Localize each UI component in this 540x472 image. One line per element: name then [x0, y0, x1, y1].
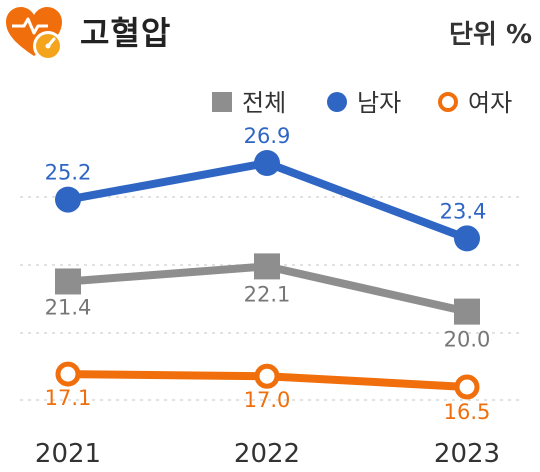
- data-point-total: [55, 268, 81, 295]
- legend-square-marker: [212, 92, 232, 112]
- data-point-total: [454, 298, 480, 325]
- legend-circle-marker: [327, 92, 347, 112]
- data-point-female: [254, 363, 280, 389]
- data-point-male: [454, 225, 480, 252]
- data-point-male: [254, 150, 280, 176]
- data-label-total: 21.4: [45, 295, 92, 319]
- unit-label: 단위 %: [449, 20, 532, 50]
- data-label-male: 25.2: [45, 161, 92, 185]
- legend-label-female: 여자: [468, 89, 512, 117]
- heart-gauge-icon: [6, 7, 63, 61]
- data-label-female: 16.5: [444, 400, 491, 424]
- legend-ring-marker: [438, 92, 458, 112]
- data-label-total: 22.1: [244, 282, 291, 306]
- data-label-male: 26.9: [244, 124, 291, 148]
- data-label-total: 20.0: [444, 328, 491, 352]
- data-point-total: [254, 253, 280, 280]
- data-label-male: 23.4: [440, 199, 487, 223]
- data-label-female: 17.0: [244, 388, 291, 412]
- legend-label-total: 전체: [242, 89, 286, 117]
- data-point-male: [55, 186, 81, 213]
- x-tick-label: 2022: [234, 439, 300, 469]
- data-point-female: [454, 374, 480, 400]
- x-tick-label: 2023: [434, 439, 500, 469]
- data-label-female: 17.1: [45, 386, 92, 410]
- chart-title: 고혈압: [80, 14, 172, 52]
- data-point-female: [55, 361, 81, 387]
- x-tick-label: 2021: [35, 439, 101, 469]
- legend-label-male: 남자: [357, 89, 401, 117]
